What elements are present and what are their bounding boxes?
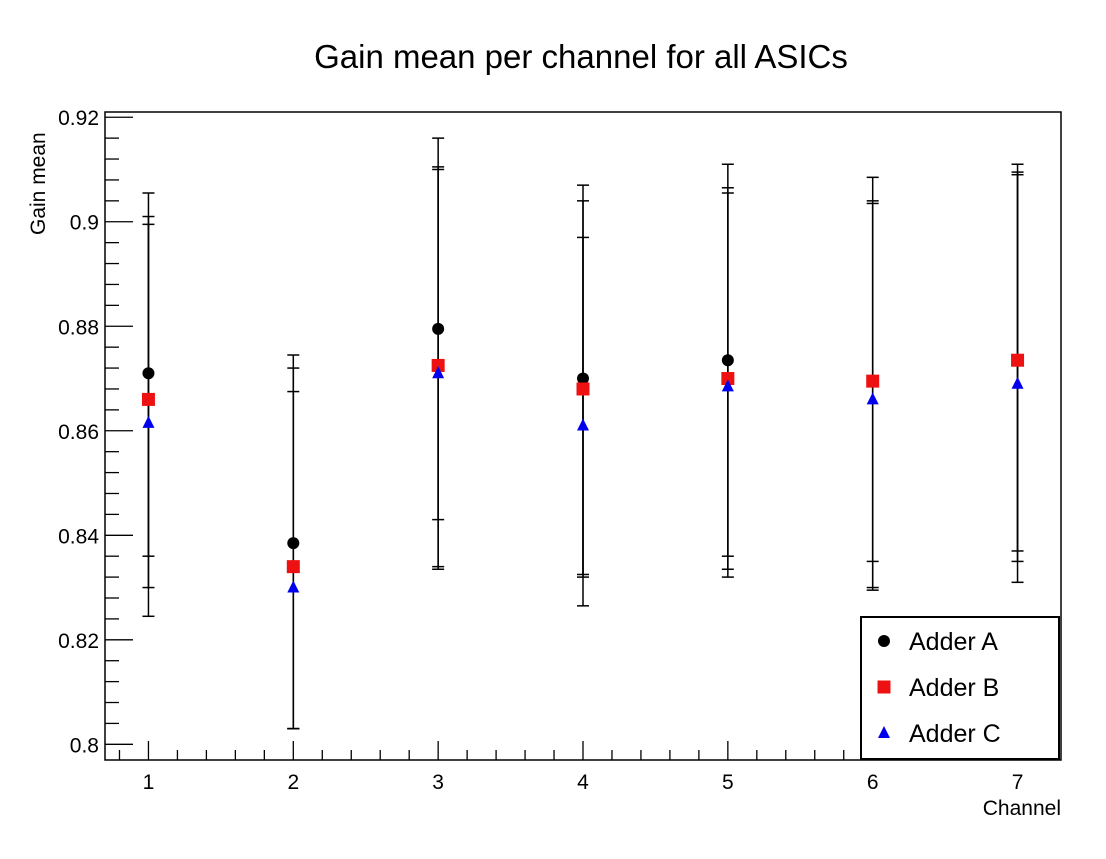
data-point-triangle	[142, 415, 155, 428]
legend-label: Adder B	[909, 674, 999, 702]
legend-label: Adder C	[909, 720, 1001, 748]
y-tick-label: 0.84	[58, 525, 99, 548]
x-axis: 1 2 3 4 5 6 7	[118, 741, 1048, 794]
data-point-square	[721, 372, 735, 386]
x-tick-label: 6	[867, 771, 879, 794]
data-markers	[141, 322, 1025, 593]
legend-marker-circle	[878, 635, 890, 647]
data-point-triangle	[287, 580, 300, 593]
data-point-square	[576, 382, 590, 396]
x-tick-label: 3	[432, 771, 444, 794]
y-tick-label: 0.8	[70, 734, 99, 757]
data-point-circle	[432, 322, 445, 335]
legend-box	[860, 616, 1060, 760]
data-point-circle	[142, 367, 155, 380]
y-tick-label: 0.88	[58, 316, 99, 339]
y-tick-label: 0.9	[70, 212, 99, 235]
y-axis-label: Gain mean	[27, 132, 50, 235]
x-axis-label: Channel	[983, 797, 1061, 820]
y-axis: 0.8 0.82 0.84 0.86 0.88 0.9 0.92	[58, 107, 133, 757]
data-point-triangle	[432, 366, 445, 379]
data-point-square	[1011, 353, 1025, 367]
data-point-triangle	[721, 379, 734, 392]
legend: Adder A Adder B Adder C	[860, 616, 1060, 760]
y-tick-label: 0.86	[58, 421, 99, 444]
y-tick-label: 0.82	[58, 630, 99, 653]
data-point-circle	[721, 354, 734, 367]
x-tick-label: 5	[722, 771, 734, 794]
y-tick-label: 0.92	[58, 107, 99, 130]
legend-label: Adder A	[909, 628, 998, 656]
data-point-circle	[287, 537, 300, 550]
chart-title: Gain mean per channel for all ASICs	[314, 38, 848, 75]
data-point-triangle	[1011, 376, 1024, 389]
legend-marker-triangle	[878, 726, 890, 738]
legend-marker-square	[877, 680, 891, 694]
data-point-square	[866, 374, 880, 388]
data-point-circle	[577, 372, 589, 385]
data-point-square	[141, 392, 155, 406]
data-point-triangle	[866, 392, 879, 405]
x-tick-label: 1	[143, 771, 155, 794]
data-point-triangle	[577, 418, 589, 431]
data-point-square	[286, 560, 300, 574]
data-point-square	[431, 358, 445, 372]
x-tick-label: 7	[1012, 771, 1024, 794]
x-tick-label: 2	[287, 771, 299, 794]
x-tick-label: 4	[577, 771, 589, 794]
